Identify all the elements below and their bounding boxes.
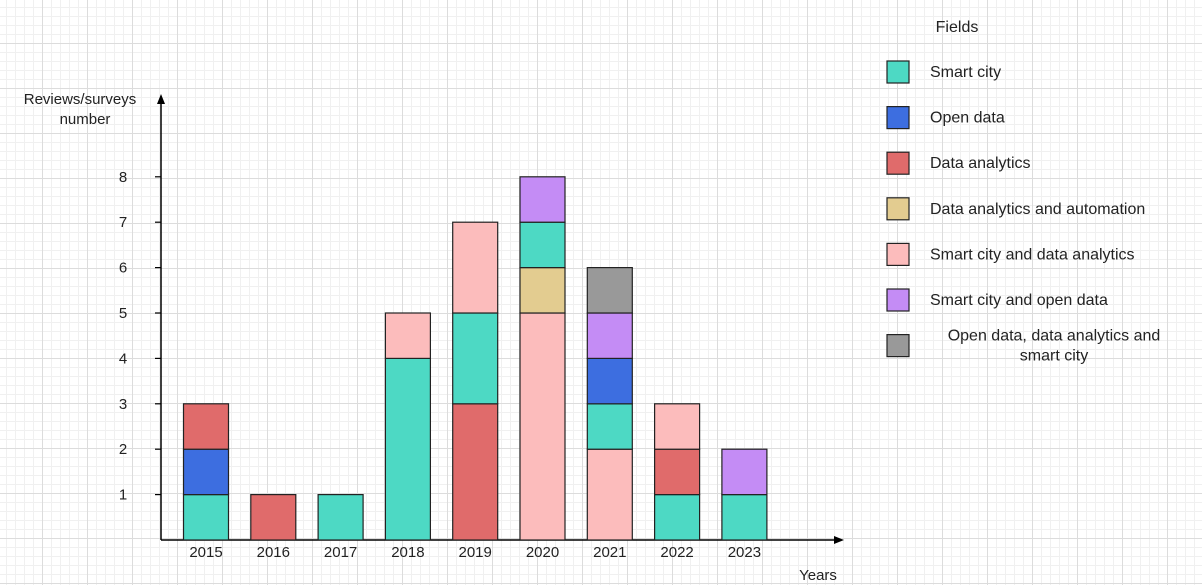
legend-swatch (886, 105, 910, 130)
bar-segment (452, 403, 499, 541)
x-axis-label: Years (799, 567, 837, 584)
y-tick-label: 5 (119, 305, 127, 322)
x-tick-label: 2016 (257, 544, 290, 561)
legend: Fields Smart city Open data Data analytics… (886, 19, 1161, 365)
legend-label: Open data, data analytics and (948, 328, 1161, 345)
y-axis-arrow (157, 94, 165, 104)
bar-segment (182, 448, 230, 496)
bar-segment (653, 403, 701, 450)
y-tick-label: 8 (119, 169, 127, 186)
bar-segment (586, 267, 633, 314)
x-tick-label: 2021 (593, 544, 626, 561)
legend-swatch (886, 334, 910, 358)
y-axis-label-line-1: Reviews/surveys (24, 91, 137, 108)
y-tick-label: 3 (119, 396, 127, 413)
x-tick-label: 2020 (526, 544, 559, 561)
legend-swatch (886, 197, 910, 221)
bars (182, 176, 768, 541)
bar-segment (653, 448, 701, 496)
legend-label: smart city (1020, 348, 1088, 365)
x-ticks: 2015 2016 2017 2018 2019 2020 2021 2022 2023 (189, 544, 761, 561)
x-tick-label: 2017 (324, 544, 357, 561)
bar-segment (182, 403, 230, 450)
legend-swatch (886, 242, 910, 266)
y-tick-label: 6 (119, 260, 127, 277)
x-tick-label: 2019 (459, 544, 492, 561)
bar-segment (384, 312, 431, 360)
bar-segment (250, 494, 297, 541)
x-tick-label: 2015 (189, 544, 222, 561)
bar-segment (586, 403, 633, 450)
bar-segment (182, 494, 230, 541)
legend-label: Data analytics (930, 155, 1031, 172)
legend-label: Data analytics and automation (930, 201, 1145, 218)
axes: Reviews/surveys number Years (24, 91, 844, 584)
bar-segment (721, 448, 768, 496)
bar-segment (586, 357, 633, 405)
bar-segment (452, 221, 499, 314)
legend-label: Smart city (930, 64, 1001, 81)
y-tick-label: 4 (119, 350, 127, 367)
bar-segment (586, 312, 633, 360)
legend-label: Smart city and open data (930, 292, 1108, 309)
bar-segment (384, 357, 431, 541)
y-axis-label-line-2: number (60, 111, 111, 128)
bar-segment (519, 221, 566, 269)
x-tick-label: 2022 (660, 544, 693, 561)
y-tick-label: 7 (119, 214, 127, 231)
bar-segment (653, 494, 701, 541)
bar-segment (721, 494, 768, 541)
bar-segment (519, 312, 566, 541)
legend-swatch (886, 60, 910, 84)
bar-segment (452, 312, 499, 405)
legend-swatch (886, 288, 910, 312)
bar-segment (519, 267, 566, 314)
bar-segment (519, 176, 566, 223)
x-tick-label: 2023 (728, 544, 761, 561)
legend-label: Smart city and data analytics (930, 246, 1135, 263)
legend-swatch (886, 151, 910, 175)
y-tick-label: 2 (119, 441, 127, 458)
x-tick-label: 2018 (391, 544, 424, 561)
legend-title: Fields (936, 19, 979, 36)
y-tick-label: 1 (119, 487, 127, 504)
x-axis-arrow (834, 536, 844, 544)
bar-segment (586, 448, 633, 541)
bar-segment (317, 494, 364, 541)
legend-label: Open data (930, 110, 1005, 127)
y-ticks: 1 2 3 4 5 6 7 8 (119, 169, 161, 504)
